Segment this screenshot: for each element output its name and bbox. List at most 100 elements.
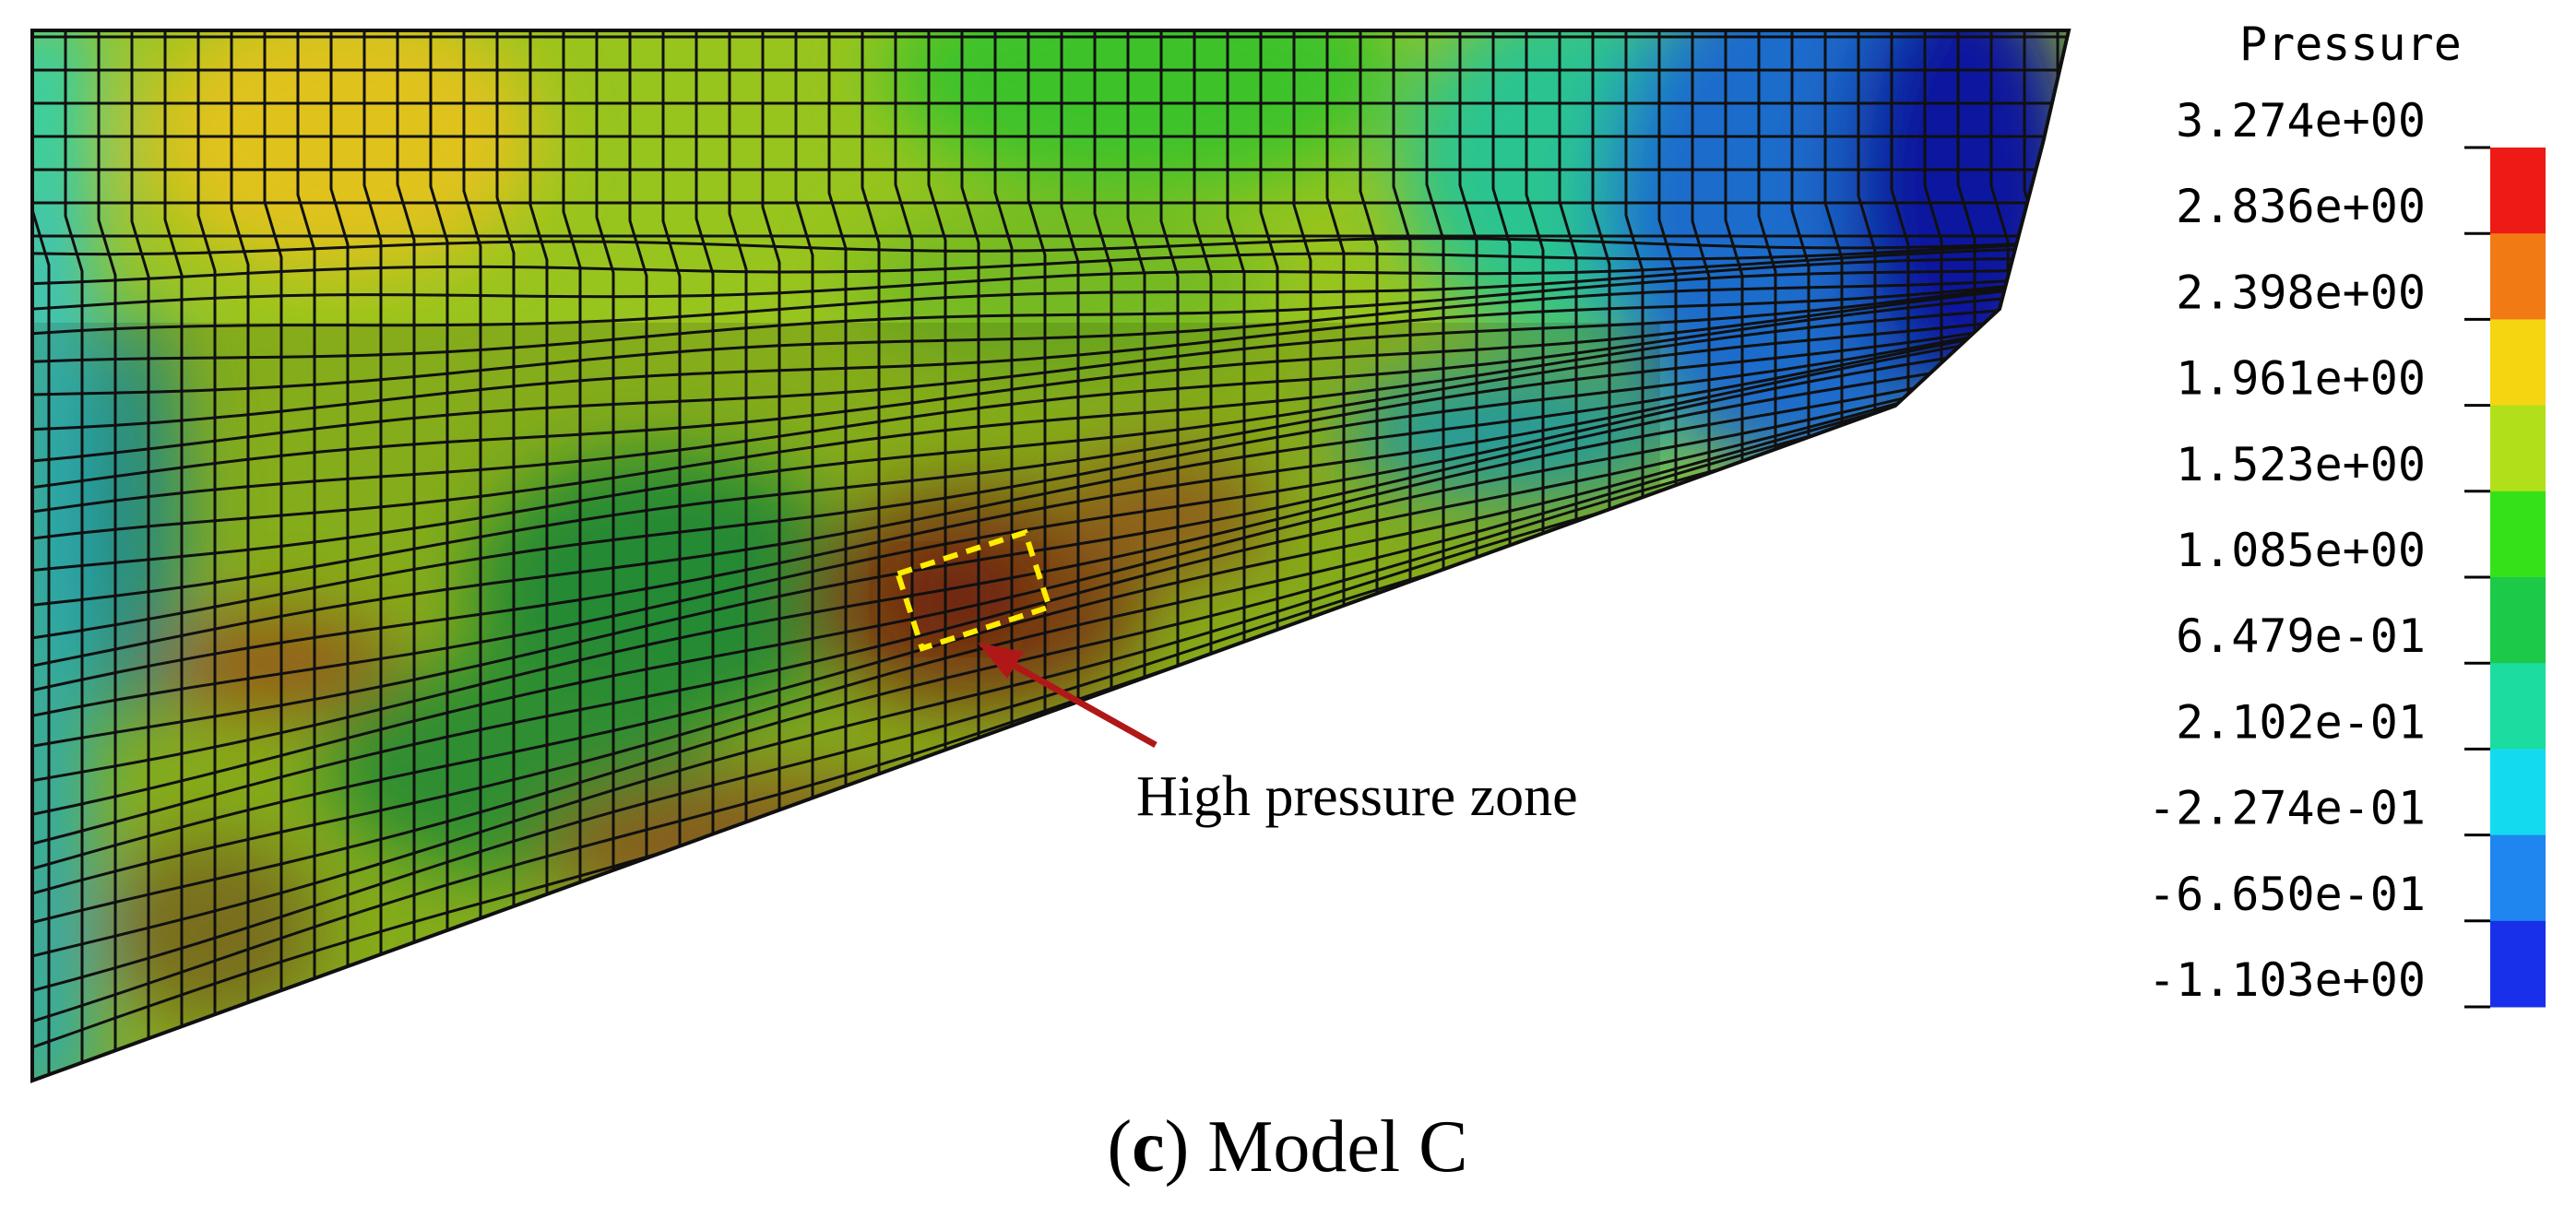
legend-label: -6.650e-01 xyxy=(2148,868,2426,921)
mesh-line xyxy=(32,349,2067,748)
legend-color-band xyxy=(2490,749,2546,836)
mesh-line xyxy=(1060,30,1080,745)
pressure-legend: Pressure 3.274e+00 2.836e+00 2.398e+00 1.96… xyxy=(2148,18,2546,1009)
mesh-line xyxy=(1657,30,1678,528)
mesh-line xyxy=(362,30,383,998)
mesh-line xyxy=(32,257,2066,336)
mesh-line xyxy=(32,316,2067,607)
mesh-line xyxy=(32,303,2067,540)
mesh-line xyxy=(32,237,2067,256)
legend-label: 1.085e+00 xyxy=(2176,524,2426,577)
mesh-line xyxy=(32,320,2067,668)
legend-label: -1.103e+00 xyxy=(2148,953,2426,1007)
legend-label: 3.274e+00 xyxy=(2176,94,2426,148)
mesh-line xyxy=(2056,30,2069,384)
legend-label: 6.479e-01 xyxy=(2176,609,2426,663)
mesh-line xyxy=(130,30,150,1081)
mesh-line xyxy=(32,278,2067,432)
mesh-line xyxy=(32,283,2067,490)
mesh-line xyxy=(296,30,316,1022)
mesh-line xyxy=(1159,30,1180,709)
mesh-line xyxy=(32,268,2067,363)
mesh-line xyxy=(595,30,615,914)
high-pressure-zone-label: High pressure zone xyxy=(1136,765,1578,828)
legend-labels: 3.274e+00 2.836e+00 2.398e+00 1.961e+00 1.52… xyxy=(2148,94,2490,1009)
legend-label: 1.523e+00 xyxy=(2176,438,2426,491)
finite-element-mesh xyxy=(32,30,2069,1081)
mesh-line xyxy=(329,30,350,1010)
figure-caption: (c) Model C xyxy=(1107,1106,1467,1188)
mesh-line xyxy=(894,30,914,805)
legend-label: 2.836e+00 xyxy=(2176,180,2426,233)
mesh-line xyxy=(32,292,2067,514)
legend-color-band xyxy=(2490,319,2546,407)
mesh-line xyxy=(1193,30,1213,697)
legend-colorbar xyxy=(2490,148,2546,1008)
legend-color-band xyxy=(2490,577,2546,664)
mesh-line xyxy=(462,30,482,962)
legend-color-band xyxy=(2490,405,2546,492)
mesh-line xyxy=(32,372,2025,870)
mesh-line xyxy=(794,30,814,841)
legend-title: Pressure xyxy=(2239,18,2462,71)
mesh-line xyxy=(32,247,2067,311)
mesh-line xyxy=(861,30,881,817)
mesh-line xyxy=(32,338,2067,717)
legend-color-band xyxy=(2490,920,2546,1008)
hull-contour-plot xyxy=(32,30,2069,1081)
legend-color-band xyxy=(2490,233,2546,320)
legend-color-band xyxy=(2490,491,2546,578)
mesh-line xyxy=(1325,30,1346,649)
mesh-line xyxy=(1558,30,1578,564)
mesh-line xyxy=(429,30,449,974)
legend-color-band xyxy=(2490,663,2546,750)
legend-label: 2.398e+00 xyxy=(2176,266,2426,319)
mesh-line xyxy=(163,30,184,1070)
mesh-line xyxy=(1525,30,1545,576)
mesh-line xyxy=(1890,30,1910,444)
mesh-line xyxy=(196,30,217,1058)
mesh-line xyxy=(1359,30,1379,637)
high-pressure-highlight-box xyxy=(894,528,1053,652)
mesh-line xyxy=(396,30,416,986)
mesh-line xyxy=(528,30,549,938)
mesh-line xyxy=(32,317,2067,640)
mesh-line xyxy=(32,327,2067,692)
mesh-line xyxy=(1093,30,1113,733)
mesh-line xyxy=(32,242,2067,286)
mesh-line xyxy=(1292,30,1312,661)
mesh-line xyxy=(1425,30,1445,613)
mesh-line xyxy=(32,354,2067,783)
mesh-line xyxy=(993,30,1014,769)
mesh-line xyxy=(32,477,1735,958)
hull-outline xyxy=(30,29,2071,1083)
legend-label: 1.961e+00 xyxy=(2176,352,2426,406)
mesh-line xyxy=(1823,30,1844,468)
mesh-line xyxy=(32,279,2067,463)
mesh-line xyxy=(32,313,2067,572)
mesh-line xyxy=(728,30,748,866)
mesh-line xyxy=(32,276,2067,396)
legend-label: -2.274e-01 xyxy=(2148,782,2426,835)
mesh-line xyxy=(562,30,582,926)
mesh-line xyxy=(1458,30,1478,601)
legend-label: 2.102e-01 xyxy=(2176,695,2426,749)
legend-color-band xyxy=(2490,148,2546,234)
mesh-line xyxy=(495,30,516,950)
mesh-line xyxy=(1226,30,1246,685)
mesh-line xyxy=(32,355,2067,816)
mesh-line xyxy=(927,30,947,793)
mesh-line xyxy=(1491,30,1512,588)
mesh-line xyxy=(263,30,283,1034)
legend-color-band xyxy=(2490,834,2546,922)
annotation-arrow xyxy=(978,643,1157,749)
mesh-line xyxy=(960,30,980,781)
mesh-line xyxy=(97,30,117,1081)
mesh-line xyxy=(1027,30,1047,757)
mesh-line xyxy=(64,30,84,1081)
mesh-line xyxy=(32,523,1610,992)
mesh-line xyxy=(32,432,1859,924)
mesh-line xyxy=(32,30,51,1081)
mesh-line xyxy=(827,30,848,829)
